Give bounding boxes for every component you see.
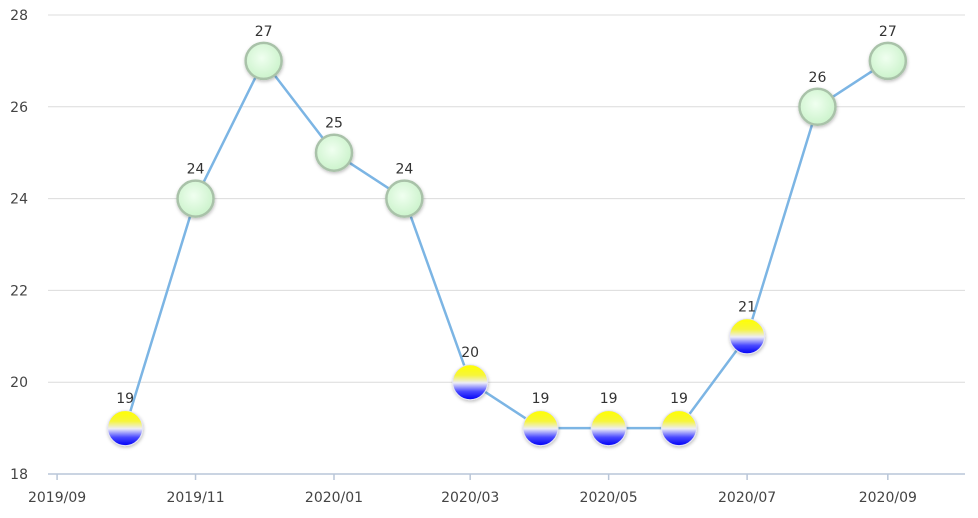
data-point: [522, 410, 559, 447]
data-point: [661, 410, 698, 447]
data-label: 21: [738, 299, 756, 315]
data-label: 19: [532, 391, 550, 407]
data-label: 24: [395, 162, 413, 178]
data-label: 27: [879, 24, 897, 40]
x-tick-label: 2020/07: [718, 490, 776, 506]
y-axis: 18 20 22 24 26 28: [10, 8, 28, 483]
data-labels: 19 24 27 25 24 20 19 19 19 21 26 27: [116, 24, 896, 407]
data-point: [729, 318, 766, 355]
data-label: 19: [116, 391, 134, 407]
y-tick-label: 22: [10, 283, 28, 299]
x-tick-label: 2019/11: [166, 490, 224, 506]
x-tick-label: 2020/01: [305, 490, 363, 506]
data-points: [107, 41, 908, 447]
data-label: 26: [809, 70, 827, 86]
series-line: [123, 59, 890, 430]
y-tick-label: 24: [10, 192, 28, 208]
data-label: 20: [461, 345, 479, 361]
x-axis: 2019/09 2019/11 2020/01 2020/03 2020/05 2020/…: [28, 473, 965, 506]
x-tick-label: 2020/05: [580, 490, 638, 506]
data-point: [385, 179, 424, 218]
data-label: 19: [670, 391, 688, 407]
y-tick-label: 18: [10, 467, 28, 483]
x-tick-label: 2019/09: [28, 490, 86, 506]
y-tick-label: 26: [10, 100, 28, 116]
data-point: [176, 179, 215, 218]
data-label: 27: [255, 24, 273, 40]
data-point: [244, 41, 283, 81]
data-label: 25: [325, 116, 343, 132]
data-point: [107, 410, 144, 447]
data-point: [590, 410, 627, 447]
y-tick-label: 28: [10, 8, 28, 24]
data-point: [452, 364, 489, 401]
data-point: [868, 41, 908, 81]
data-label: 19: [600, 391, 618, 407]
data-label: 24: [187, 162, 205, 178]
y-tick-label: 20: [10, 375, 28, 391]
x-tick-label: 2020/03: [441, 490, 499, 506]
data-point: [314, 133, 354, 172]
x-tick-label: 2020/09: [859, 490, 917, 506]
data-point: [798, 87, 837, 127]
